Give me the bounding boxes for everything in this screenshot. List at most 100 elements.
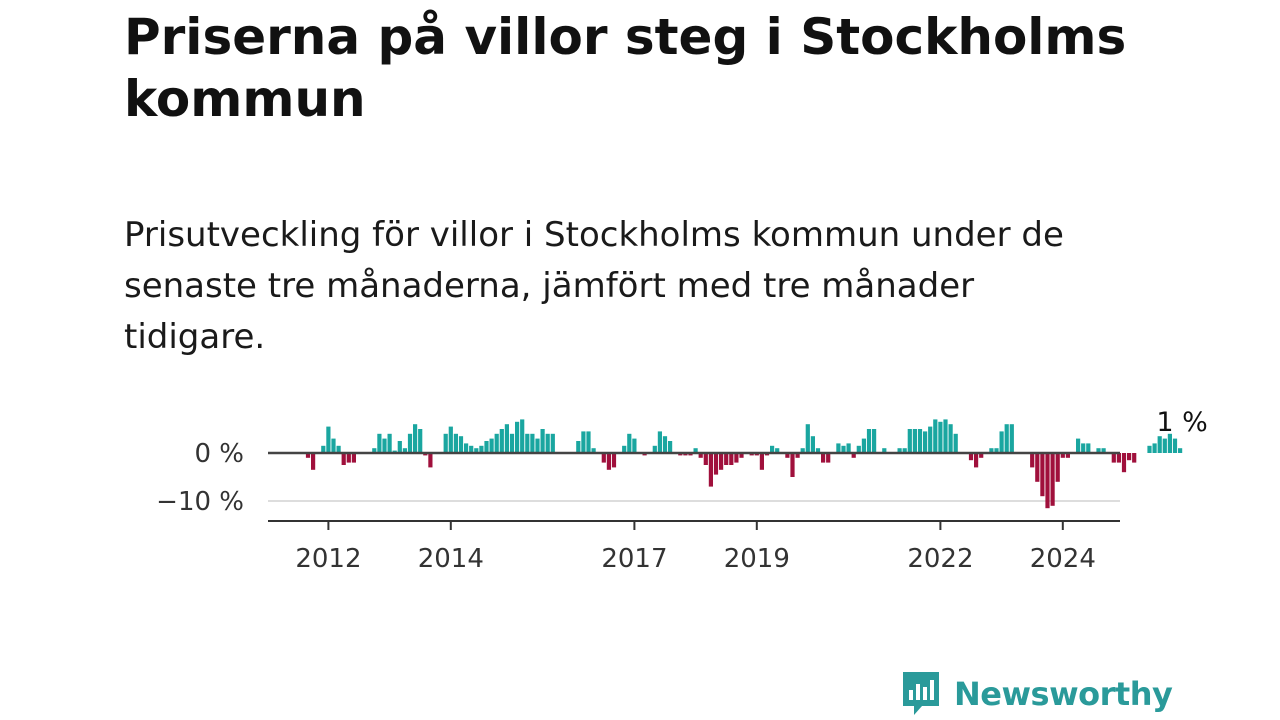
bar (729, 453, 734, 465)
bar (1009, 424, 1014, 453)
bar (948, 424, 953, 453)
bar (1030, 453, 1035, 468)
bar-layer (305, 419, 1183, 509)
bar (341, 453, 346, 465)
bar (790, 453, 795, 477)
bar (933, 419, 938, 453)
bar (912, 429, 917, 453)
bar (1178, 448, 1183, 453)
x-tick-label: 2022 (907, 544, 973, 574)
bar (1116, 453, 1121, 463)
bar (397, 441, 402, 453)
bar (698, 453, 703, 458)
bar (856, 445, 861, 453)
bar-chart: 0 % −10 % 2012 2014 2017 2019 2022 2024 1 % (156, 407, 1208, 574)
bar (1060, 453, 1065, 458)
bar (938, 421, 943, 453)
bar (652, 445, 657, 453)
bar (387, 433, 392, 453)
bar (504, 424, 509, 453)
bar (530, 433, 535, 453)
bar (1096, 448, 1101, 453)
bar (305, 453, 311, 458)
bar (494, 433, 499, 453)
newsworthy-logo-icon (903, 672, 939, 715)
brand-name: Newsworthy (954, 675, 1173, 713)
label-layer: 0 % −10 % 2012 2014 2017 2019 2022 2024 1 % (156, 407, 1208, 574)
bar (836, 443, 841, 453)
bar (591, 448, 596, 453)
bar (1111, 453, 1116, 463)
bar (1050, 453, 1055, 506)
bar (1152, 443, 1157, 453)
bar (336, 445, 341, 453)
chart-subtitle: Prisutveckling för villor i Stockholms k… (124, 215, 1064, 357)
bar (979, 453, 984, 458)
bar (1065, 453, 1070, 458)
x-tick-label: 2012 (295, 544, 361, 574)
axis-layer (268, 451, 1120, 530)
bar (713, 453, 719, 475)
bar (897, 448, 902, 453)
bar (805, 424, 810, 453)
bar (821, 453, 826, 463)
bar (968, 453, 974, 461)
bar (326, 426, 331, 453)
bar (1086, 443, 1091, 453)
bar (1147, 445, 1152, 453)
bar (775, 448, 780, 453)
x-tick-label: 2014 (418, 544, 484, 574)
bar (1076, 438, 1081, 453)
bar (407, 433, 413, 453)
bar (413, 424, 418, 453)
bar (509, 433, 515, 453)
bar (346, 453, 351, 463)
bar (311, 453, 316, 470)
bar (1132, 453, 1137, 463)
bar (1127, 453, 1132, 461)
bar (464, 443, 469, 453)
bar (708, 453, 713, 487)
bar (601, 453, 606, 463)
bar (999, 431, 1004, 453)
bar (1045, 453, 1050, 509)
bar (1172, 438, 1178, 453)
bar (785, 453, 790, 458)
bar (739, 453, 744, 458)
bar (1157, 436, 1162, 453)
bar (1162, 438, 1167, 453)
bar (474, 448, 479, 453)
bar (917, 429, 923, 453)
bar (1004, 424, 1009, 453)
chart-title: Priserna på villor steg i Stockholms kom… (124, 8, 1127, 128)
bar (943, 419, 948, 453)
bar (1081, 443, 1086, 453)
bar (479, 445, 484, 453)
y-tick-label: −10 % (156, 487, 244, 517)
bar (576, 441, 581, 453)
bar (841, 445, 846, 453)
bar (418, 429, 423, 453)
bar (703, 453, 708, 465)
bar (469, 445, 474, 453)
bar (535, 438, 540, 453)
bar (734, 453, 739, 463)
bar (443, 433, 448, 453)
bar (484, 441, 489, 453)
bar (627, 433, 632, 453)
bar (1101, 448, 1106, 453)
bar (632, 438, 637, 453)
bar (800, 448, 805, 453)
bar (882, 448, 887, 453)
bar (851, 453, 856, 458)
bar (810, 436, 815, 453)
bar (321, 445, 326, 453)
bar (826, 453, 831, 463)
bar (372, 448, 377, 453)
bar (724, 453, 729, 465)
bar (994, 448, 999, 453)
bar (668, 441, 673, 453)
bar (693, 448, 698, 453)
bar (907, 429, 912, 453)
y-tick-label: 0 % (194, 439, 244, 469)
